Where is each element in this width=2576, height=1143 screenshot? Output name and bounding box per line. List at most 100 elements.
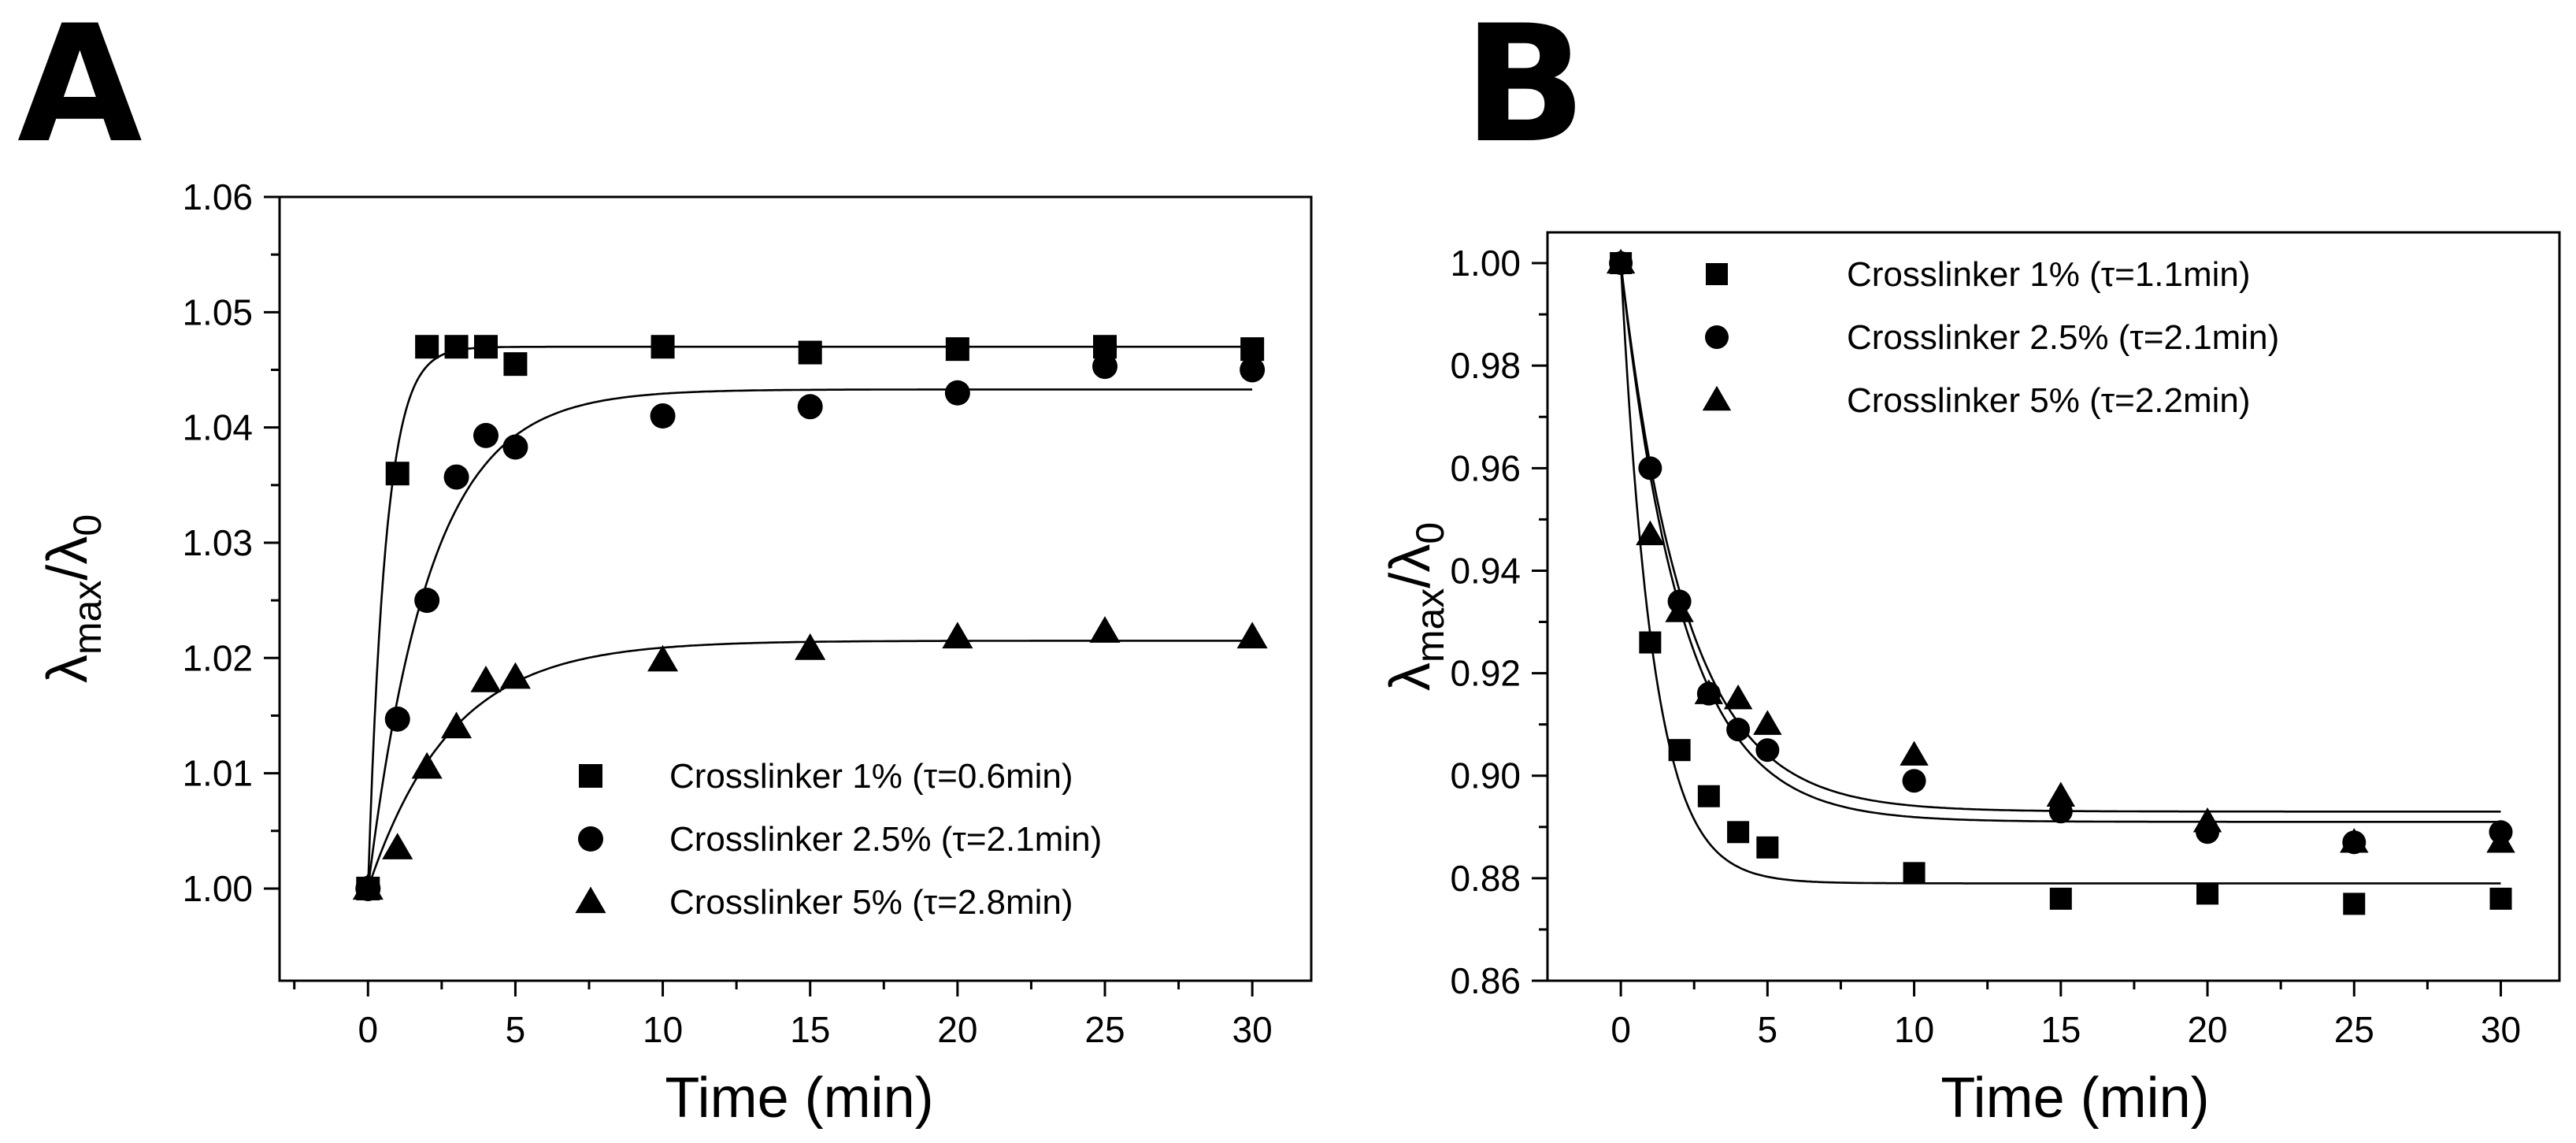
panel-a-data-point-series-1 (503, 352, 528, 377)
panel-a-data-point-series-1 (1240, 337, 1265, 362)
panel-a-ylabel-lambda: λ (36, 655, 99, 683)
panel-a-plot: 0 5 10 15 20 25 30 1.00 1.01 1.02 1.03 1.04 1.05 1.06… (182, 176, 1313, 1050)
panel-a-data-point-series-2 (473, 422, 499, 448)
panel-a-data-point-series-2 (1092, 354, 1118, 380)
panel-b-letter: B (1463, 0, 1586, 179)
panel-b-y-tick-label: 1.00 (1450, 243, 1521, 284)
panel-a-data-point-series-2 (443, 464, 469, 490)
panel-b-data-point-series-1 (1697, 785, 1720, 807)
panel-a-data-point-series-1 (945, 337, 969, 362)
panel-b-y-tick-label: 0.94 (1450, 550, 1521, 591)
panel-a-data-point-series-1 (385, 462, 410, 486)
panel-b-ylabel-slash-lambda: /λ (1379, 544, 1442, 588)
panel-a: A 0 5 10 15 20 25 30 1.00 1.01 1.02 1.03 1.04 1.05 1.… (17, 0, 1313, 1130)
panel-a-y-tick-label: 1.05 (182, 291, 253, 332)
panel-b-data-point-series-3 (1636, 520, 1665, 546)
panel-b-ylabel-sub-0: 0 (1408, 522, 1452, 544)
panel-b-data-point-series-1 (2489, 887, 2512, 910)
panel-b-legend-marker-series-2 (1705, 325, 1729, 349)
panel-a-data-point-series-3 (795, 633, 826, 660)
panel-b-data-point-series-2 (1726, 718, 1751, 742)
panel-a-data-point-series-1 (474, 335, 498, 359)
panel-b-fit-line-series-1 (1619, 262, 2501, 885)
panel-a-legend-marker-series-1 (579, 764, 602, 788)
panel-b-y-tick-label: 0.98 (1450, 345, 1521, 386)
panel-b-data-point-series-3 (2192, 807, 2222, 833)
panel-a-legend-label-series-2: Crosslinker 2.5% (τ=2.1min) (669, 820, 1102, 859)
panel-a-ylabel-sub-max: max (65, 581, 109, 655)
panel-a-y-tick-label: 1.04 (182, 407, 253, 448)
panel-b-legend-marker-series-3 (1702, 385, 1732, 411)
panel-b-x-tick-label: 5 (1758, 1009, 1778, 1050)
panel-a-data-point-series-2 (944, 380, 970, 406)
panel-a-x-tick-label: 5 (506, 1009, 526, 1050)
panel-b-data-point-series-3 (1723, 684, 1753, 710)
panel-a-legend-marker-series-3 (575, 886, 606, 914)
panel-a-data-point-series-3 (441, 711, 473, 739)
panel-a-data-point-series-1 (798, 340, 822, 365)
panel-b-data-point-series-3 (2340, 828, 2369, 853)
panel-a-y-tick-label: 1.01 (182, 753, 253, 794)
panel-b-data-point-series-1 (2049, 887, 2072, 910)
panel-b-legend-label-series-3: Crosslinker 5% (τ=2.2min) (1847, 381, 2251, 420)
panel-a-y-tick-label: 1.03 (182, 522, 253, 563)
panel-a-data-point-series-3 (1089, 616, 1121, 643)
panel-a-legend-marker-series-2 (578, 826, 603, 852)
panel-a-data-point-series-3 (942, 622, 973, 649)
panel-a-x-tick-label: 20 (937, 1009, 977, 1050)
panel-b-data-point-series-1 (1903, 862, 1926, 885)
svg-text:λmax/λ0: λmax/λ0 (36, 514, 109, 683)
panel-b-x-tick-label: 10 (1894, 1009, 1934, 1050)
panel-b-data-point-series-3 (2486, 828, 2515, 853)
panel-a-legend-label-series-3: Crosslinker 5% (τ=2.8min) (669, 883, 1073, 922)
panel-a-x-tick-label: 15 (790, 1009, 830, 1050)
panel-b-x-tick-label: 30 (2481, 1009, 2521, 1050)
panel-b-data-point-series-3 (2046, 781, 2076, 807)
panel-b-data-point-series-2 (1755, 738, 1780, 763)
panel-a-y-tick-label: 1.02 (182, 637, 253, 678)
panel-b-x-tick-label: 0 (1610, 1009, 1631, 1050)
panel-a-data-point-series-2 (502, 434, 528, 460)
panel-b-legend-label-series-2: Crosslinker 2.5% (τ=2.1min) (1847, 318, 2279, 357)
panel-a-data-point-series-2 (414, 588, 440, 614)
panel-b-data-point-series-3 (1900, 740, 1929, 766)
panel-b-y-tick-label: 0.90 (1450, 755, 1521, 796)
panel-b-data-point-series-2 (1902, 769, 1926, 793)
panel-b-data-point-series-1 (2196, 882, 2219, 905)
panel-b-data-point-series-3 (1606, 248, 1636, 274)
panel-b-data-point-series-1 (2343, 893, 2366, 915)
panel-b-x-axis-title: Time (min) (1940, 1067, 2209, 1130)
panel-a-plot-frame (278, 195, 1313, 982)
panel-a-y-axis-title: λmax/λ0 (36, 514, 109, 683)
panel-a-data-point-series-2 (797, 394, 823, 420)
panel-a-data-point-series-3 (470, 666, 502, 692)
panel-a-data-point-series-1 (650, 335, 675, 359)
panel-a-data-point-series-3 (499, 662, 531, 689)
panel-a-data-point-series-2 (1240, 357, 1266, 383)
panel-b-y-tick-label: 0.88 (1450, 858, 1521, 899)
panel-b-data-point-series-3 (1694, 679, 1724, 704)
panel-b-ylabel-lambda: λ (1379, 662, 1442, 691)
panel-a-data-point-series-1 (444, 335, 469, 359)
panel-b-data-point-series-1 (1727, 821, 1750, 844)
panel-b-y-tick-label: 0.92 (1450, 653, 1521, 694)
panel-b-plot-frame (1546, 231, 2561, 982)
svg-text:λmax/λ0: λmax/λ0 (1379, 522, 1452, 691)
panel-a-x-tick-label: 25 (1084, 1009, 1125, 1050)
panel-a-data-point-series-1 (415, 335, 439, 359)
panel-b-legend-label-series-1: Crosslinker 1% (τ=1.1min) (1847, 255, 2251, 294)
panel-a-letter: A (17, 0, 143, 179)
panel-a-x-axis-title: Time (min) (665, 1067, 933, 1130)
panel-a-data-point-series-3 (382, 833, 413, 859)
panel-a-data-point-series-3 (411, 751, 443, 779)
panel-a-x-tick-label: 30 (1232, 1009, 1273, 1050)
panel-b-x-tick-label: 20 (2187, 1009, 2227, 1050)
panel-b-data-point-series-1 (1756, 836, 1779, 859)
panel-a-data-point-series-3 (1236, 622, 1268, 649)
panel-a-y-tick-label: 1.00 (182, 868, 253, 909)
panel-b-plot: 0 5 10 15 20 25 30 0.86 0.88 0.90 0.92 0.94 0.96 0.98… (1450, 231, 2561, 1050)
panel-a-y-tick-label: 1.06 (182, 176, 253, 217)
panel-a-ylabel-slash-lambda: /λ (36, 536, 99, 581)
panel-b-legend-marker-series-1 (1706, 263, 1728, 285)
panel-b-ylabel-sub-max: max (1408, 588, 1452, 662)
